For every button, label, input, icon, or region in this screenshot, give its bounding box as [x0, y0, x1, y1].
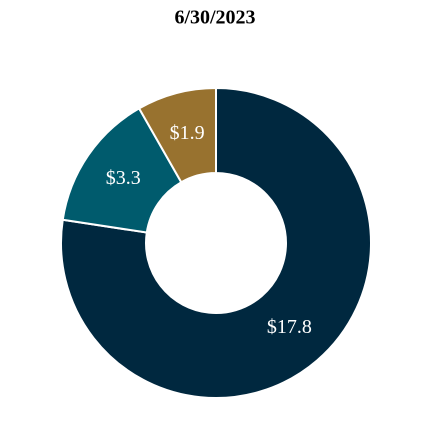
value-label: $17.8 [267, 316, 312, 338]
value-label: $3.3 [106, 167, 141, 189]
value-label: $1.9 [170, 122, 205, 144]
slice [137, 86, 217, 184]
chart-title: 6/30/2023 [174, 7, 255, 29]
slice [60, 86, 372, 399]
